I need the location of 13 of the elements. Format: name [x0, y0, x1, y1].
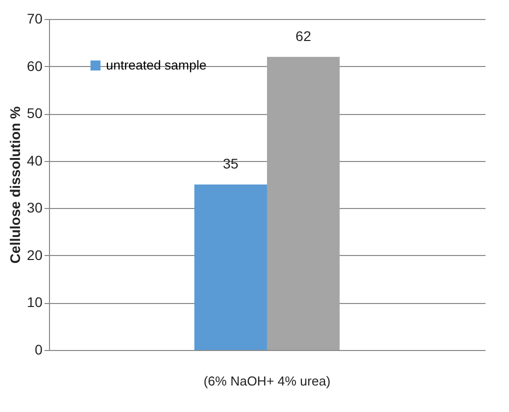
data-label: 35: [222, 156, 239, 172]
y-tick-label: 60: [26, 58, 43, 74]
data-label: 62: [296, 28, 312, 44]
y-tick-label: 40: [26, 152, 43, 168]
y-tick-label: 10: [26, 294, 43, 310]
y-tick-label: 70: [26, 10, 43, 26]
y-axis-title: Cellulose dissolution %: [6, 106, 23, 264]
y-tick-label: 20: [26, 246, 43, 263]
x-tick-label: (6% NaOH+ 4% urea): [204, 374, 330, 388]
y-tick-label: 50: [26, 105, 43, 122]
y-tick-label: 0: [34, 342, 43, 358]
legend-label: untreated sample: [106, 58, 206, 72]
y-tick-label: 30: [26, 200, 43, 216]
